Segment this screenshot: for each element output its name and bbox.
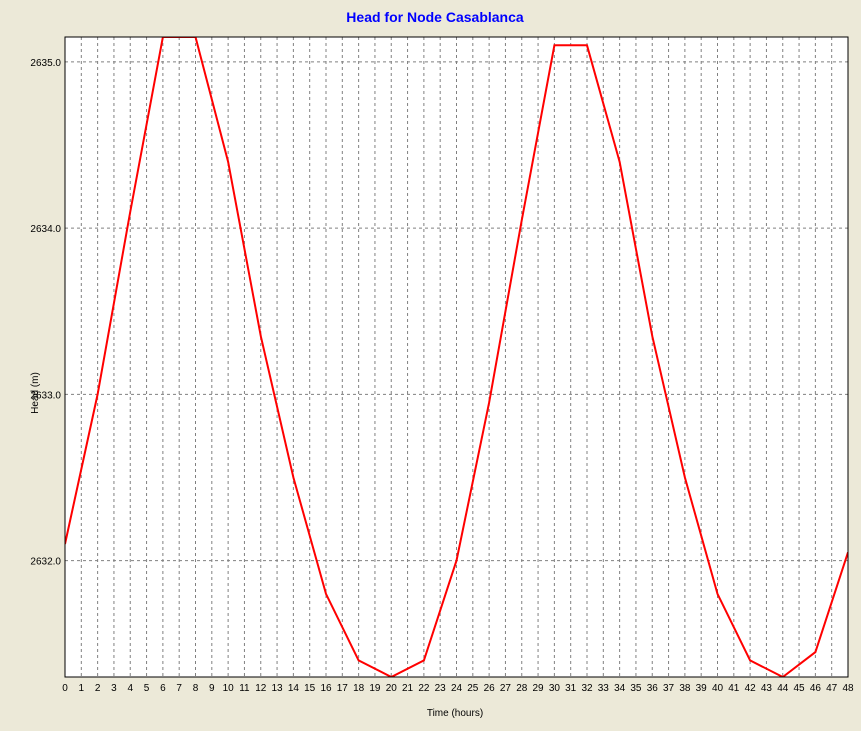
plot-border [64, 36, 849, 678]
x-tick-label: 13 [272, 683, 284, 694]
x-tick-label: 4 [127, 683, 133, 694]
x-tick-label: 1 [79, 683, 85, 694]
y-axis-label: Head (m) [30, 372, 41, 414]
x-tick-label: 44 [777, 683, 789, 694]
x-tick-label: 6 [160, 683, 166, 694]
x-tick-label: 29 [533, 683, 545, 694]
x-tick-label: 39 [696, 683, 708, 694]
x-tick-label: 33 [598, 683, 610, 694]
x-tick-label: 32 [581, 683, 593, 694]
x-tick-label: 28 [516, 683, 528, 694]
x-tick-label: 19 [369, 683, 381, 694]
x-tick-label: 23 [435, 683, 447, 694]
x-tick-label: 27 [500, 683, 512, 694]
x-tick-label: 26 [484, 683, 496, 694]
x-tick-label: 34 [614, 683, 626, 694]
x-tick-label: 48 [842, 683, 854, 694]
x-tick-label: 22 [418, 683, 430, 694]
x-tick-label: 36 [647, 683, 659, 694]
x-axis-label: Time (hours) [427, 708, 483, 719]
x-tick-label: 21 [402, 683, 414, 694]
x-tick-label: 47 [826, 683, 838, 694]
x-tick-label: 16 [320, 683, 332, 694]
y-axis-ticks: 2632.0 2633.0 2634.0 2635.0 [30, 58, 61, 568]
x-tick-label: 2 [95, 683, 101, 694]
x-tick-label: 41 [728, 683, 740, 694]
x-tick-label: 3 [111, 683, 117, 694]
x-tick-label: 46 [810, 683, 822, 694]
x-tick-label: 18 [353, 683, 365, 694]
x-tick-label: 15 [304, 683, 316, 694]
chart-title: Head for Node Casablanca [346, 9, 524, 25]
x-tick-label: 5 [144, 683, 150, 694]
x-tick-label: 30 [549, 683, 561, 694]
y-tick-label: 2633.0 [30, 390, 61, 401]
x-tick-label: 25 [467, 683, 479, 694]
grid-vertical-lines [64, 37, 849, 677]
x-tick-label: 35 [630, 683, 642, 694]
x-tick-label: 40 [712, 683, 724, 694]
x-tick-label: 10 [223, 683, 235, 694]
x-tick-label: 38 [679, 683, 691, 694]
x-tick-label: 24 [451, 683, 463, 694]
x-tick-label: 43 [761, 683, 773, 694]
x-axis-ticks: 0 1 2 3 4 5 6 7 8 9 10 11 12 13 14 15 16 17 18 19 20 21 22 23 24… [62, 683, 854, 694]
y-tick-label: 2632.0 [30, 557, 61, 568]
x-tick-label: 0 [62, 683, 68, 694]
x-tick-label: 17 [337, 683, 349, 694]
x-tick-label: 14 [288, 683, 300, 694]
x-tick-label: 20 [386, 683, 398, 694]
x-tick-label: 8 [193, 683, 199, 694]
x-tick-label: 45 [794, 683, 806, 694]
y-tick-label: 2635.0 [30, 58, 61, 69]
x-tick-label: 11 [239, 683, 250, 694]
x-tick-label: 12 [255, 683, 267, 694]
x-tick-label: 7 [176, 683, 182, 694]
y-tick-label: 2634.0 [30, 224, 61, 235]
x-tick-label: 37 [663, 683, 675, 694]
series-group [65, 37, 848, 677]
x-tick-label: 42 [745, 683, 757, 694]
series-line-head [65, 37, 848, 677]
x-tick-label: 31 [565, 683, 577, 694]
x-tick-label: 9 [209, 683, 215, 694]
